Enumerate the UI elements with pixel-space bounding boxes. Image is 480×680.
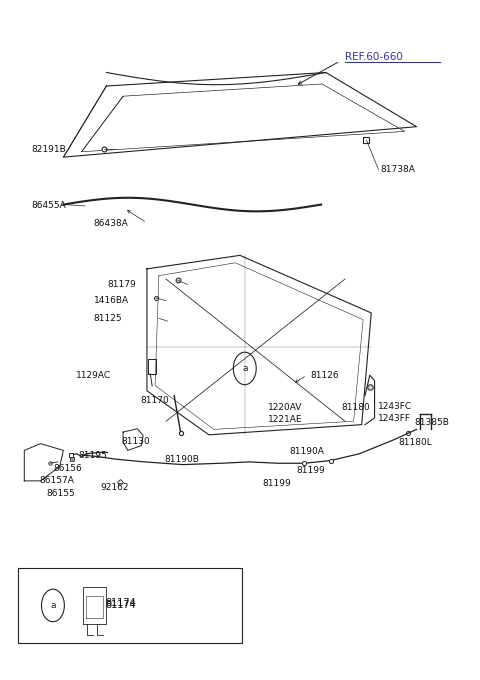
- Text: 1243FC: 1243FC: [378, 402, 412, 411]
- FancyBboxPatch shape: [18, 568, 242, 643]
- Text: 86156: 86156: [53, 464, 82, 473]
- Text: 81190A: 81190A: [289, 447, 324, 456]
- Text: 92162: 92162: [101, 483, 129, 492]
- Text: 1221AE: 1221AE: [268, 415, 302, 424]
- Text: a: a: [242, 364, 248, 373]
- Text: 81180: 81180: [341, 403, 370, 412]
- Text: 81170: 81170: [141, 396, 169, 405]
- Text: 81190B: 81190B: [165, 455, 200, 464]
- Text: 1416BA: 1416BA: [94, 296, 129, 305]
- Text: 1220AV: 1220AV: [268, 403, 302, 412]
- Text: 86155: 86155: [47, 488, 75, 498]
- Text: 81174: 81174: [106, 598, 136, 608]
- Text: 81199: 81199: [263, 479, 291, 488]
- Text: 1129AC: 1129AC: [76, 371, 111, 379]
- Text: 86438A: 86438A: [93, 219, 128, 228]
- Text: REF.60-660: REF.60-660: [345, 52, 403, 62]
- Text: 82191B: 82191B: [31, 145, 66, 154]
- Text: 81130: 81130: [121, 437, 150, 446]
- Text: 81385B: 81385B: [414, 418, 449, 427]
- Text: 81180L: 81180L: [398, 439, 432, 447]
- Text: 81738A: 81738A: [381, 165, 416, 174]
- Text: 81195: 81195: [79, 451, 108, 460]
- Text: a: a: [50, 601, 56, 610]
- Text: 86157A: 86157A: [39, 476, 74, 485]
- Text: 1243FF: 1243FF: [378, 414, 411, 423]
- Text: 81126: 81126: [311, 371, 339, 380]
- Text: 86455A: 86455A: [31, 201, 66, 210]
- Text: 81125: 81125: [93, 314, 121, 323]
- Text: 81174: 81174: [106, 600, 136, 611]
- Text: 81199: 81199: [296, 466, 325, 475]
- Text: 81179: 81179: [107, 280, 136, 289]
